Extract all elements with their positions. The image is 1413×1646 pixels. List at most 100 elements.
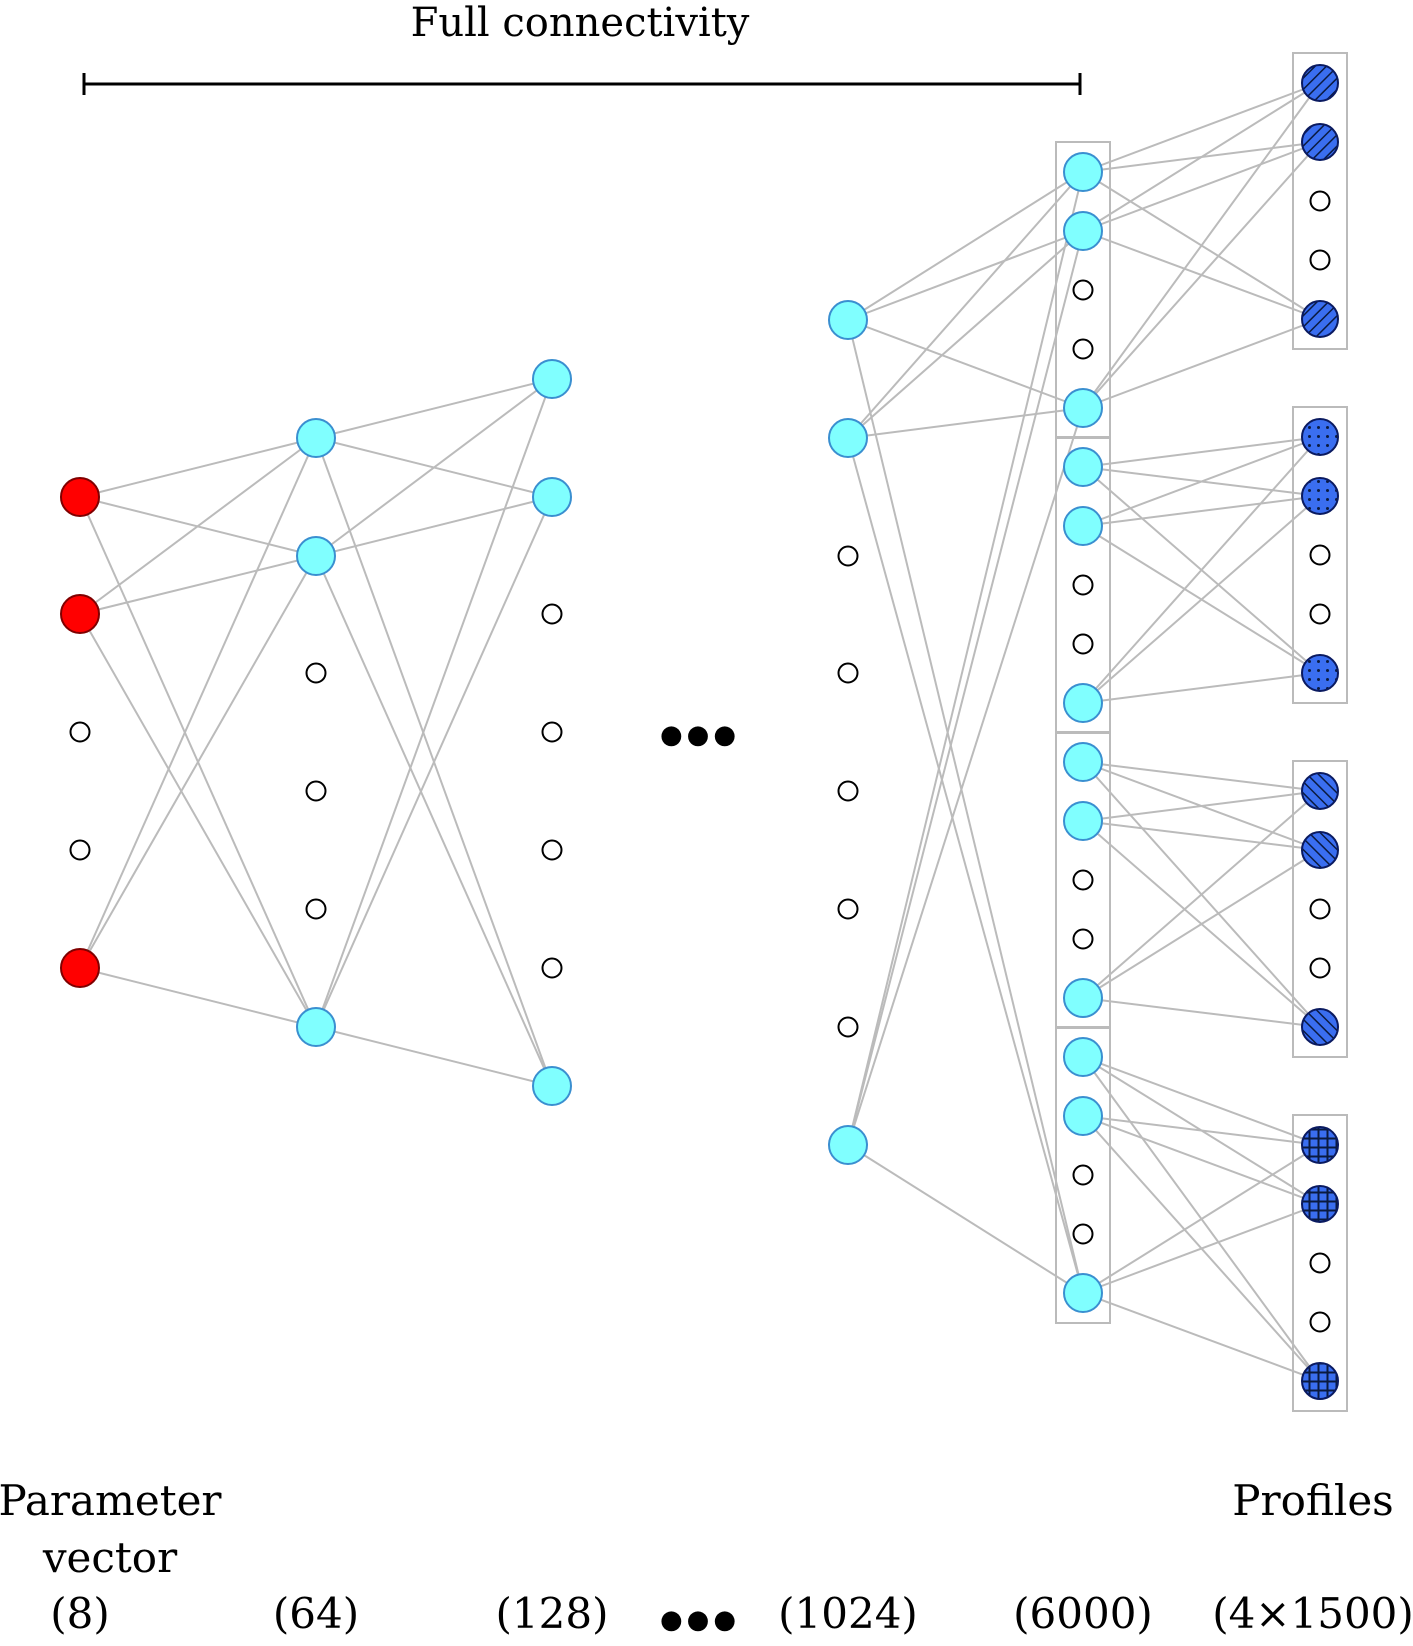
edge-l3-l4 — [847, 407, 1084, 439]
hidden-ellipsis-node — [541, 721, 563, 743]
profile-node-diagonal-hatch — [1301, 1008, 1339, 1046]
hidden-node — [532, 477, 572, 517]
edge-l3-l4 — [847, 171, 1084, 439]
edge-l4-l5 — [1082, 82, 1321, 232]
profile-ellipsis-node — [1309, 957, 1331, 979]
bottom-ellipsis: ●●● — [660, 1605, 740, 1635]
edge-l0-l1 — [79, 437, 317, 969]
edge-l3-l4 — [847, 319, 1084, 1294]
edge-l4-l5 — [1082, 672, 1321, 704]
profile-group-box — [1292, 1114, 1348, 1412]
edge-l4-l5 — [1082, 436, 1321, 704]
hidden-node — [1063, 388, 1103, 428]
edge-l1-l2 — [315, 378, 553, 439]
hidden-ellipsis-node — [837, 662, 859, 684]
edge-l0-l1 — [79, 613, 317, 1028]
hidden-ellipsis-node — [837, 898, 859, 920]
edge-l4-l5 — [1082, 790, 1321, 822]
profile-group-box — [1292, 406, 1348, 704]
hidden-node — [1063, 742, 1103, 782]
hidden-node — [296, 418, 336, 458]
input-label-line1: Parameter — [0, 1476, 222, 1525]
layer-size-hidden3: (1024) — [778, 1589, 918, 1638]
hidden-ellipsis-node — [541, 603, 563, 625]
edge-l3-l4 — [847, 230, 1084, 1146]
hidden-ellipsis-node — [837, 545, 859, 567]
hidden-node — [1063, 447, 1103, 487]
output-label: Profiles — [1232, 1476, 1393, 1525]
hidden-ellipsis-node — [1072, 574, 1094, 596]
input-node — [60, 948, 100, 988]
edge-l3-l4 — [847, 230, 1084, 439]
layer-size-input: (8) — [50, 1589, 110, 1638]
edge-l1-l2 — [315, 555, 553, 1087]
hidden-ellipsis-node — [1072, 338, 1094, 360]
profile-group-box — [1292, 760, 1348, 1058]
profile-ellipsis-node — [1309, 544, 1331, 566]
hidden-node — [296, 1007, 336, 1047]
hidden-ellipsis-node — [1072, 279, 1094, 301]
edge-l3-l4 — [847, 1144, 1084, 1294]
profile-node-grid — [1301, 1185, 1339, 1223]
hidden-node — [1063, 1037, 1103, 1077]
edge-l4-l5 — [1082, 82, 1321, 409]
hidden-ellipsis-node — [1072, 633, 1094, 655]
profile-ellipsis-node — [1309, 603, 1331, 625]
layer-size-hidden2: (128) — [496, 1589, 609, 1638]
hidden-node — [1063, 683, 1103, 723]
edge-l4-l5 — [1082, 436, 1321, 527]
profile-node-diagonal-back-hatch — [1301, 123, 1339, 161]
edge-l0-l1 — [79, 437, 317, 498]
profile-node-diagonal-hatch — [1301, 831, 1339, 869]
hidden-ellipsis-node — [837, 1016, 859, 1038]
profile-ellipsis-node — [1309, 898, 1331, 920]
edge-l4-l5 — [1082, 1144, 1321, 1294]
profile-node-diagonal-back-hatch — [1301, 300, 1339, 338]
edge-l4-l5 — [1082, 1056, 1321, 1146]
profile-node-diagonal-back-hatch — [1301, 64, 1339, 102]
profile-group-box — [1292, 52, 1348, 350]
edge-l3-l4 — [847, 319, 1084, 409]
edge-l4-l5 — [1082, 790, 1321, 999]
hidden-node — [828, 300, 868, 340]
profile-ellipsis-node — [1309, 190, 1331, 212]
edge-l1-l2 — [315, 1026, 553, 1087]
edge-l4-l5 — [1082, 1115, 1321, 1205]
edge-l4-l5 — [1082, 820, 1321, 851]
input-node — [60, 594, 100, 634]
hidden-ellipsis-node — [541, 957, 563, 979]
edge-l3-l4 — [847, 407, 1084, 1146]
edge-l4-l5 — [1082, 761, 1321, 792]
edge-l1-l2 — [315, 496, 553, 557]
edge-l4-l5 — [1082, 318, 1321, 409]
profile-node-dots — [1301, 418, 1339, 456]
hidden-ellipsis-node — [1072, 1223, 1094, 1245]
profile-ellipsis-node — [1309, 1252, 1331, 1274]
input-label-line2: vector — [42, 1533, 178, 1582]
edge-l4-l5 — [1082, 436, 1321, 468]
profile-node-dots — [1301, 654, 1339, 692]
edge-l3-l4 — [847, 230, 1084, 321]
edge-l0-l1 — [79, 437, 317, 615]
edge-l4-l5 — [1082, 82, 1321, 173]
edge-l4-l5 — [1082, 141, 1321, 409]
hidden-ellipsis-node — [305, 780, 327, 802]
edge-l4-l5 — [1082, 1115, 1321, 1146]
input-ellipsis-node — [69, 721, 91, 743]
edge-l4-l5 — [1082, 1292, 1321, 1382]
edge-l0-l1 — [79, 967, 317, 1028]
hidden-node — [296, 536, 336, 576]
edge-l3-l4 — [847, 171, 1084, 321]
input-node — [60, 477, 100, 517]
edge-l4-l5 — [1082, 495, 1321, 527]
edge-l4-l5 — [1082, 141, 1321, 232]
edge-l3-l4 — [847, 171, 1084, 1146]
hidden-node — [1063, 801, 1103, 841]
network-nodes — [60, 64, 1339, 1400]
profile-node-grid — [1301, 1362, 1339, 1400]
hidden-ellipsis-node — [1072, 869, 1094, 891]
hidden-ellipsis-node — [837, 780, 859, 802]
hidden-node — [1063, 211, 1103, 251]
middle-ellipsis: ●●● — [660, 720, 740, 750]
